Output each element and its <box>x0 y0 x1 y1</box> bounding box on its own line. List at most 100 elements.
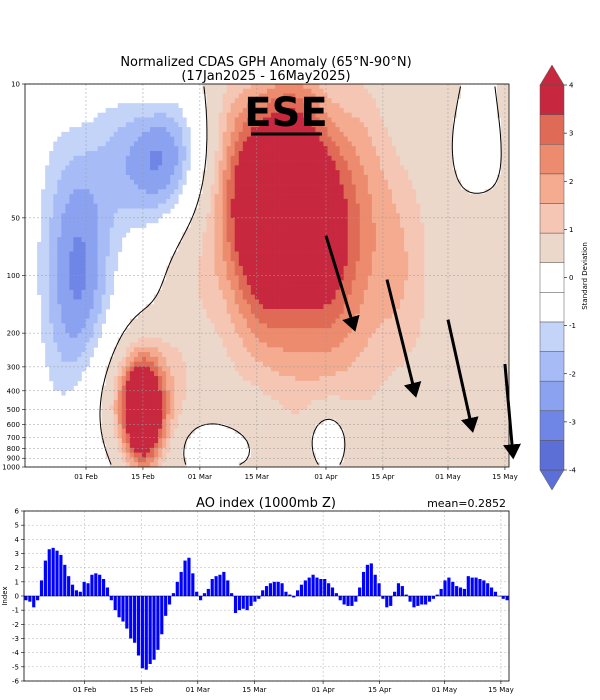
heatmap-cell <box>234 107 240 114</box>
heatmap-cell <box>404 84 409 90</box>
heatmap-cell <box>343 98 349 104</box>
heatmap-cell <box>408 189 413 195</box>
heatmap-cell <box>436 117 441 123</box>
heatmap-cell <box>246 112 252 118</box>
heatmap-cell <box>492 265 498 272</box>
heatmap-cell <box>150 309 155 315</box>
heatmap-cell <box>436 88 441 94</box>
heatmap-cell <box>77 227 82 233</box>
heatmap-cell <box>61 289 66 295</box>
heatmap-cell <box>436 294 441 300</box>
heatmap-cell <box>448 222 453 228</box>
heatmap-cell <box>279 323 284 329</box>
heatmap-cell <box>323 309 328 315</box>
heatmap-cell <box>472 218 478 224</box>
heatmap-cell <box>146 318 151 324</box>
heatmap-cell <box>404 275 409 281</box>
heatmap-cell <box>254 127 260 133</box>
heatmap-cell <box>45 280 50 286</box>
heatmap-cell <box>271 241 276 248</box>
heatmap-cell <box>408 194 413 200</box>
heatmap-cell <box>315 237 320 243</box>
heatmap-cell <box>101 280 107 286</box>
heatmap-cell <box>331 203 336 209</box>
heatmap-cell <box>254 198 260 205</box>
heatmap-cell <box>105 136 111 142</box>
heatmap-cell <box>335 131 340 138</box>
heatmap-cell <box>238 208 244 214</box>
heatmap-cell <box>347 232 353 238</box>
heatmap-cell <box>174 194 179 200</box>
heatmap-cell <box>218 203 223 209</box>
heatmap-cell <box>412 160 417 166</box>
heatmap-cell <box>53 174 58 181</box>
heatmap-cell <box>206 232 211 238</box>
heatmap-cell <box>371 141 377 147</box>
heatmap-cell <box>214 179 219 185</box>
heatmap-cell <box>146 112 151 118</box>
heatmap-cell <box>303 165 308 171</box>
heatmap-cell <box>375 84 381 90</box>
heatmap-cell <box>202 299 207 305</box>
heatmap-cell <box>375 251 381 257</box>
heatmap-cell <box>73 232 78 238</box>
heatmap-cell <box>226 294 232 300</box>
heatmap-cell <box>363 112 369 118</box>
heatmap-cell <box>97 189 102 195</box>
heatmap-cell <box>230 313 236 319</box>
heatmap-cell <box>444 107 449 114</box>
heatmap-cell <box>291 213 296 219</box>
heatmap-cell <box>61 280 66 286</box>
heatmap-cell <box>412 131 417 138</box>
heatmap-cell <box>436 93 441 99</box>
heatmap-cell <box>496 294 502 300</box>
heatmap-cell <box>428 131 433 138</box>
heatmap-cell <box>246 170 252 176</box>
heatmap-cell <box>174 313 179 319</box>
heatmap-cell <box>351 237 357 243</box>
heatmap-cell <box>460 304 465 310</box>
heatmap-cell <box>49 165 54 171</box>
heatmap-cell <box>150 107 155 114</box>
heatmap-cell <box>279 213 284 219</box>
heatmap-cell <box>65 218 70 224</box>
heatmap-cell <box>238 107 244 114</box>
heatmap-cell <box>73 304 78 310</box>
heatmap-cell <box>182 165 187 171</box>
heatmap-cell <box>275 208 280 214</box>
heatmap-cell <box>355 107 361 114</box>
heatmap-cell <box>262 285 268 291</box>
heatmap-cell <box>432 98 437 104</box>
heatmap-cell <box>222 275 228 281</box>
heatmap-cell <box>315 232 320 238</box>
heatmap-cell <box>210 237 215 243</box>
heatmap-cell <box>355 222 361 228</box>
heatmap-cell <box>85 208 90 214</box>
heatmap-cell <box>444 261 449 267</box>
heatmap-cell <box>428 146 433 152</box>
heatmap-cell <box>452 304 457 310</box>
heatmap-cell <box>444 93 449 99</box>
heatmap-cell <box>125 117 131 123</box>
heatmap-cell <box>141 194 147 200</box>
heatmap-cell <box>283 318 288 324</box>
heatmap-cell <box>258 127 264 133</box>
heatmap-cell <box>299 304 304 310</box>
heatmap-cell <box>367 270 373 276</box>
heatmap-cell <box>472 208 478 214</box>
heatmap-cell <box>275 289 280 295</box>
heatmap-cell <box>230 294 236 300</box>
heatmap-cell <box>311 84 316 90</box>
heatmap-cell <box>258 160 264 166</box>
heatmap-cell <box>117 141 123 147</box>
heatmap-cell <box>194 261 199 267</box>
heatmap-cell <box>45 313 50 319</box>
heatmap-cell <box>170 155 175 161</box>
heatmap-cell <box>299 160 304 166</box>
heatmap-cell <box>448 136 453 142</box>
heatmap-cell <box>210 198 215 205</box>
heatmap-cell <box>299 299 304 305</box>
heatmap-cell <box>311 304 316 310</box>
heatmap-cell <box>347 208 353 214</box>
heatmap-cell <box>271 179 276 185</box>
